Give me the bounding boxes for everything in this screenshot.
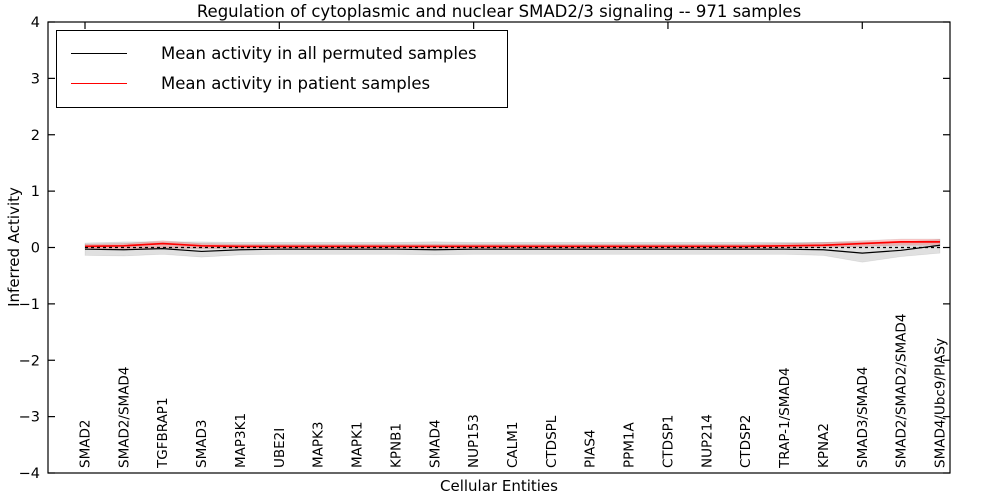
category-label: NUP214 bbox=[699, 414, 715, 468]
category-label: SMAD4/Ubc9/PIASy bbox=[933, 338, 949, 468]
category-label: PIAS4 bbox=[583, 429, 599, 468]
x-axis-label: Cellular Entities bbox=[440, 477, 558, 495]
legend-item-patient: Mean activity in patient samples bbox=[71, 68, 507, 98]
permuted-band bbox=[84, 239, 941, 263]
category-label: MAP3K1 bbox=[233, 413, 249, 468]
category-label: SMAD2/SMAD2/SMAD4 bbox=[894, 314, 910, 468]
chart-title: Regulation of cytoplasmic and nuclear SM… bbox=[196, 2, 802, 21]
category-label: SMAD3/SMAD4 bbox=[855, 367, 871, 468]
y-tick-label: 4 bbox=[31, 15, 40, 31]
category-label: SMAD2/SMAD4 bbox=[116, 367, 132, 468]
category-label: CTDSP2 bbox=[738, 415, 754, 468]
category-label: TRAP-1/SMAD4 bbox=[777, 367, 793, 469]
permuted-line-swatch bbox=[71, 52, 127, 54]
category-label: MAPK1 bbox=[350, 422, 366, 468]
category-label: CTDSP1 bbox=[660, 415, 676, 468]
legend-item-label: Mean activity in all permuted samples bbox=[161, 43, 477, 63]
patient-line-swatch bbox=[71, 82, 127, 84]
y-tick-label: 2 bbox=[31, 128, 40, 144]
permuted-mean-line bbox=[84, 244, 941, 254]
legend-item-permuted: Mean activity in all permuted samples bbox=[71, 38, 507, 68]
category-label: SMAD2 bbox=[78, 420, 94, 468]
y-tick-label: 3 bbox=[31, 71, 40, 87]
category-label: KPNB1 bbox=[388, 423, 404, 468]
y-tick-label: −2 bbox=[19, 353, 40, 369]
y-tick-label: 0 bbox=[31, 241, 40, 257]
category-label: KPNA2 bbox=[816, 423, 832, 468]
category-label: MAPK3 bbox=[311, 422, 327, 468]
patient-mean-line bbox=[84, 241, 940, 248]
category-label: UBE2I bbox=[272, 428, 288, 468]
category-label: TGFBRAP1 bbox=[155, 397, 171, 469]
category-label: NUP153 bbox=[466, 414, 482, 468]
category-label: CTDSPL bbox=[544, 415, 560, 468]
category-label: SMAD3 bbox=[194, 420, 210, 468]
legend-item-label: Mean activity in patient samples bbox=[161, 73, 431, 93]
y-tick-label: −3 bbox=[19, 410, 40, 426]
y-tick-label: −4 bbox=[19, 466, 40, 482]
category-label: SMAD4 bbox=[427, 420, 443, 468]
y-tick-label: 1 bbox=[31, 184, 40, 200]
legend-box: Mean activity in all permuted samples Me… bbox=[56, 30, 508, 108]
y-tick-label: −1 bbox=[19, 297, 40, 313]
category-label: CALM1 bbox=[505, 422, 521, 468]
category-label: PPM1A bbox=[622, 421, 638, 468]
